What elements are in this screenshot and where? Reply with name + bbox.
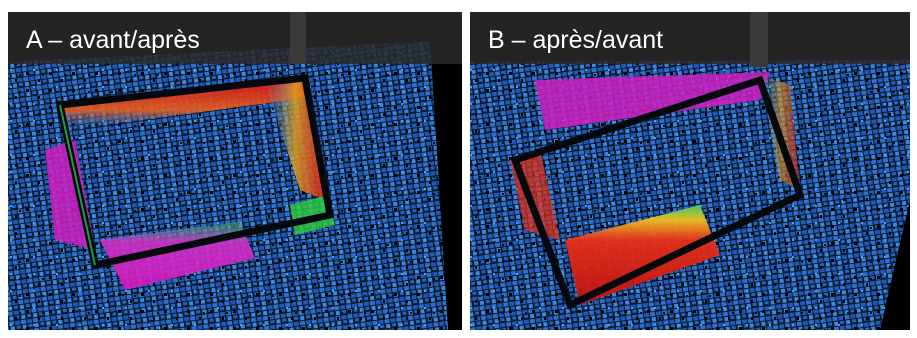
panel-b: B – après/avant [470,12,910,330]
panel-label: A – avant/après [26,26,200,54]
panel-label: B – après/avant [488,26,663,54]
panel-a: A – avant/après [8,12,462,330]
